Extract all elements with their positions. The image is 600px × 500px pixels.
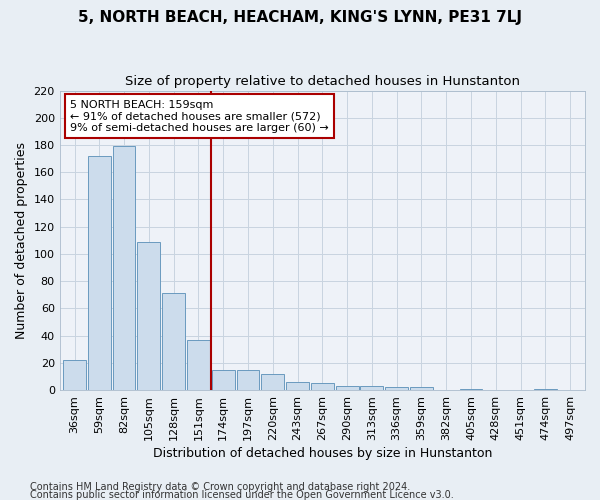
Bar: [336, 386, 359, 390]
Bar: [187, 340, 210, 390]
Bar: [212, 370, 235, 390]
Text: Contains HM Land Registry data © Crown copyright and database right 2024.: Contains HM Land Registry data © Crown c…: [30, 482, 410, 492]
Bar: [88, 156, 111, 390]
Text: Contains public sector information licensed under the Open Government Licence v3: Contains public sector information licen…: [30, 490, 454, 500]
X-axis label: Distribution of detached houses by size in Hunstanton: Distribution of detached houses by size …: [152, 447, 492, 460]
Bar: [286, 382, 309, 390]
Bar: [460, 388, 482, 390]
Bar: [385, 388, 408, 390]
Bar: [262, 374, 284, 390]
Bar: [361, 386, 383, 390]
Bar: [63, 360, 86, 390]
Bar: [311, 384, 334, 390]
Y-axis label: Number of detached properties: Number of detached properties: [15, 142, 28, 339]
Bar: [162, 294, 185, 390]
Bar: [113, 146, 136, 390]
Bar: [137, 242, 160, 390]
Text: 5 NORTH BEACH: 159sqm
← 91% of detached houses are smaller (572)
9% of semi-deta: 5 NORTH BEACH: 159sqm ← 91% of detached …: [70, 100, 329, 132]
Bar: [410, 388, 433, 390]
Title: Size of property relative to detached houses in Hunstanton: Size of property relative to detached ho…: [125, 75, 520, 88]
Bar: [236, 370, 259, 390]
Text: 5, NORTH BEACH, HEACHAM, KING'S LYNN, PE31 7LJ: 5, NORTH BEACH, HEACHAM, KING'S LYNN, PE…: [78, 10, 522, 25]
Bar: [534, 388, 557, 390]
